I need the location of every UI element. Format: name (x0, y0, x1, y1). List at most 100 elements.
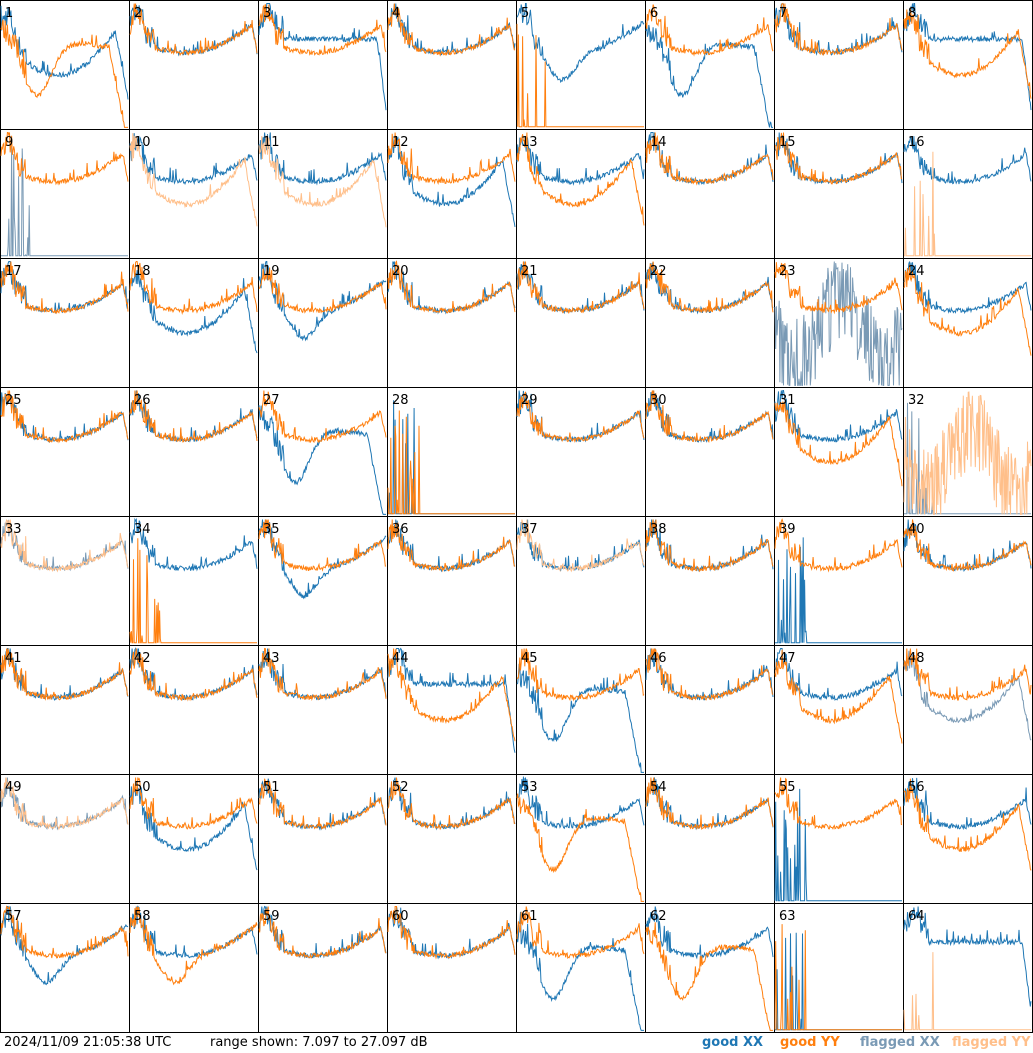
panel-label: 17 (5, 264, 22, 279)
series-xx-5 (516, 3, 645, 84)
panel-label: 8 (908, 6, 916, 21)
panel-55: 55 (774, 774, 904, 904)
panel-label: 43 (263, 651, 280, 666)
panel-38: 38 (645, 516, 775, 646)
panel-label: 30 (650, 393, 667, 408)
panel-8: 8 (903, 0, 1033, 130)
panel-label: 57 (5, 909, 22, 924)
legend-good-yy: good YY (780, 1035, 840, 1050)
panel-2: 2 (129, 0, 259, 130)
series-yy-29 (516, 391, 645, 444)
panel-label: 5 (521, 6, 529, 21)
panel-12: 12 (387, 129, 517, 259)
series-yy-49 (0, 777, 129, 831)
series-xx-10 (129, 133, 258, 186)
series-xx-32 (904, 402, 1031, 515)
panel-label: 7 (779, 6, 787, 21)
series-xx-63 (775, 932, 902, 1031)
series-yy-2 (129, 3, 258, 57)
series-xx-4 (387, 3, 516, 56)
panel-23: 23 (774, 258, 904, 388)
panel-label: 46 (650, 651, 667, 666)
panel-label: 54 (650, 780, 667, 795)
series-xx-2 (129, 4, 258, 57)
series-xx-56 (903, 777, 1032, 831)
panel-label: 42 (134, 651, 151, 666)
panel-label: 64 (908, 909, 925, 924)
panel-label: 4 (392, 6, 400, 21)
panel-56: 56 (903, 774, 1033, 904)
panel-32: 32 (903, 387, 1033, 517)
series-yy-27 (258, 390, 387, 444)
panel-49: 49 (0, 774, 130, 904)
series-yy-50 (129, 777, 258, 830)
panel-label: 49 (5, 780, 22, 795)
panel-13: 13 (516, 129, 646, 259)
panel-label: 21 (521, 264, 538, 279)
panel-label: 9 (5, 135, 13, 150)
panel-48: 48 (903, 645, 1033, 775)
panel-label: 23 (779, 264, 796, 279)
panel-31: 31 (774, 387, 904, 517)
panel-label: 18 (134, 264, 151, 279)
series-xx-38 (645, 519, 774, 572)
series-xx-58 (129, 905, 258, 959)
panel-44: 44 (387, 645, 517, 775)
panel-34: 34 (129, 516, 259, 646)
series-xx-8 (903, 3, 1032, 111)
series-yy-16 (904, 151, 1031, 257)
series-yy-7 (774, 2, 903, 57)
panel-label: 62 (650, 909, 667, 924)
panel-label: 3 (263, 6, 271, 21)
panel-label: 24 (908, 264, 925, 279)
panel-frame (903, 0, 1033, 130)
panel-label: 6 (650, 6, 658, 21)
series-yy-12 (387, 132, 516, 185)
footer: 2024/11/09 21:05:38 UTC range shown: 7.0… (0, 1033, 1033, 1053)
series-yy-52 (387, 777, 516, 831)
series-xx-55 (774, 788, 902, 902)
panel-label: 29 (521, 393, 538, 408)
panel-54: 54 (645, 774, 775, 904)
series-xx-62 (645, 906, 774, 960)
panel-label: 47 (779, 651, 796, 666)
series-yy-34 (129, 538, 257, 644)
panel-label: 27 (263, 393, 280, 408)
panel-label: 45 (521, 651, 538, 666)
series-yy-41 (0, 648, 129, 701)
panel-9: 9 (0, 129, 130, 259)
legend-good-xx: good XX (702, 1035, 764, 1050)
panel-label: 60 (392, 909, 409, 924)
panel-label: 19 (263, 264, 280, 279)
series-yy-35 (258, 519, 387, 572)
panel-label: 52 (392, 780, 409, 795)
panel-label: 1 (5, 6, 13, 21)
series-xx-50 (129, 786, 258, 871)
panel-frame (774, 0, 904, 130)
panel-label: 58 (134, 909, 151, 924)
panel-label: 32 (908, 393, 925, 408)
series-yy-11 (258, 134, 387, 228)
series-yy-30 (645, 390, 774, 443)
panel-label: 53 (521, 780, 538, 795)
panel-frame (0, 129, 130, 259)
panel-42: 42 (129, 645, 259, 775)
panel-label: 20 (392, 264, 409, 279)
panel-frame (129, 0, 259, 130)
series-yy-63 (774, 924, 902, 1031)
panel-label: 16 (908, 135, 925, 150)
range-label: range shown: 7.097 to 27.097 dB (210, 1035, 428, 1050)
series-yy-38 (645, 519, 774, 573)
panel-label: 38 (650, 522, 667, 537)
series-yy-46 (645, 648, 774, 701)
series-xx-34 (129, 517, 258, 572)
panel-label: 26 (134, 393, 151, 408)
legend-flagged-xx: flagged XX (860, 1035, 940, 1050)
series-xx-46 (645, 648, 774, 701)
panel-14: 14 (645, 129, 775, 259)
panel-53: 53 (516, 774, 646, 904)
panel-60: 60 (387, 903, 517, 1033)
series-yy-36 (387, 519, 516, 573)
series-yy-26 (129, 390, 258, 443)
series-yy-10 (129, 133, 258, 227)
